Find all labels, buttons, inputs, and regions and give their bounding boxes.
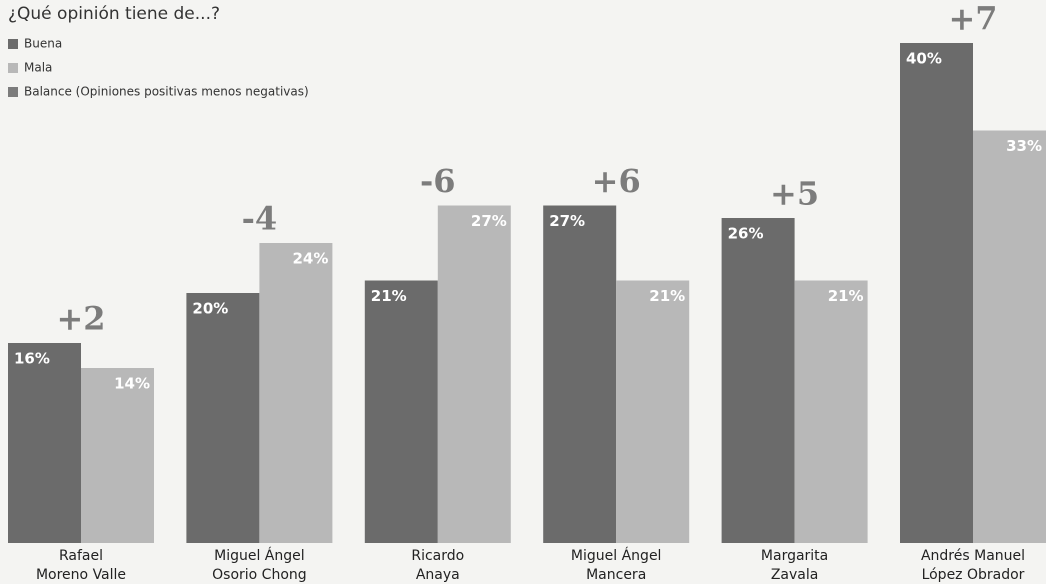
bar-mala (259, 243, 332, 543)
chart-title: ¿Qué opinión tiene de...? (8, 4, 220, 24)
bar-mala (438, 206, 511, 544)
bar-label: 40% (906, 50, 942, 68)
bar-buena (365, 281, 438, 544)
balance-label: -6 (420, 162, 456, 200)
bar-label: 20% (192, 300, 228, 318)
bar-label: 26% (728, 225, 764, 243)
balance-label: -4 (242, 200, 278, 238)
bar-label: 16% (14, 350, 50, 368)
balance-label: +5 (770, 175, 819, 213)
bar-buena (543, 206, 616, 544)
x-tick-label: Miguel Ángel (214, 547, 305, 564)
bar-label: 24% (292, 250, 328, 268)
legend-label: Mala (24, 61, 52, 75)
bar-mala (973, 131, 1046, 544)
chart: ¿Qué opinión tiene de...? Buena Mala Balan… (0, 0, 1046, 584)
x-tick-label: Rafael (59, 548, 103, 564)
bar-label: 27% (549, 212, 585, 230)
legend-label: Balance (Opiniones positivas menos negat… (24, 85, 309, 99)
bar-mala (81, 368, 154, 543)
bar-mala (616, 281, 689, 544)
balance-label: +2 (56, 300, 105, 338)
x-tick-label: Miguel Ángel (571, 547, 662, 564)
bar-label: 21% (828, 287, 864, 305)
x-tick-label: Ricardo (411, 548, 464, 564)
x-tick-label: Osorio Chong (212, 567, 307, 583)
x-tick-label: Mancera (586, 567, 646, 583)
page: ¿Qué opinión tiene de...? Buena Mala Balan… (0, 0, 1046, 584)
legend-label: Buena (24, 37, 62, 51)
bar-label: 21% (371, 287, 407, 305)
bar-label: 33% (1006, 137, 1042, 155)
x-tick-label: Moreno Valle (36, 567, 126, 583)
bar-label: 27% (471, 212, 507, 230)
bar-mala (795, 281, 868, 544)
bar-buena (900, 43, 973, 543)
x-tick-label: López Obrador (922, 567, 1025, 583)
x-tick-label: Andrés Manuel (921, 548, 1025, 564)
legend-swatch (8, 63, 18, 73)
bar-label: 14% (114, 375, 150, 393)
x-tick-label: Margarita (761, 548, 828, 564)
legend-swatch (8, 87, 18, 97)
bar-buena (722, 218, 795, 543)
bar-buena (186, 293, 259, 543)
bar-label: 21% (649, 287, 685, 305)
legend-swatch (8, 39, 18, 49)
balance-label: +7 (948, 0, 997, 38)
bar-buena (8, 343, 81, 543)
x-tick-label: Anaya (416, 567, 460, 583)
balance-label: +6 (592, 162, 641, 200)
x-tick-label: Zavala (771, 567, 819, 583)
